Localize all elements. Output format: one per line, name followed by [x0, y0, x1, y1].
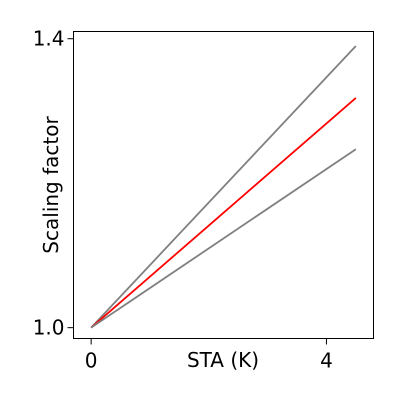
plot-frame	[73, 31, 374, 339]
ticks-layer: 0 4 1.0 1.4	[33, 27, 333, 373]
x-tick-label: 4	[320, 349, 333, 373]
series-line-2	[90, 97, 357, 329]
y-axis-label: Scaling factor	[39, 116, 63, 254]
y-tick-label: 1.0	[33, 316, 65, 340]
y-tick-label: 1.4	[33, 27, 65, 51]
x-tick-label: 0	[85, 349, 98, 373]
series-layer	[90, 45, 357, 329]
x-axis-label: STA (K)	[187, 348, 259, 372]
series-line-1	[90, 45, 357, 329]
series-line-3	[90, 148, 357, 329]
